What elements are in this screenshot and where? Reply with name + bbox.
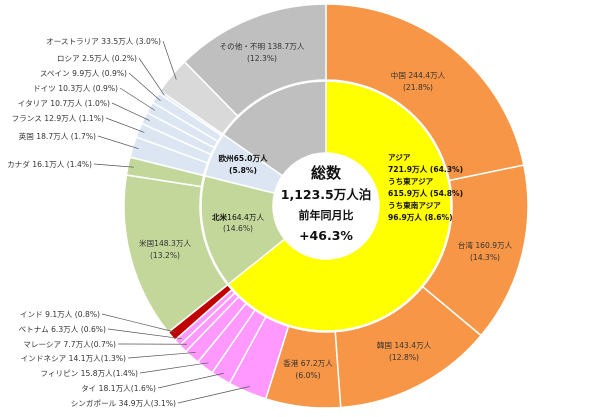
southeast-asia-value: 96.9万人 (8.6%) — [388, 212, 453, 222]
leader-line-9 — [107, 328, 182, 340]
label-china: 中国 244.4万人 — [391, 70, 446, 80]
label-canada: カナダ 16.1万人 (1.4%) — [7, 159, 92, 169]
label-malaysia: マレーシア 7.7万人(0.7%) — [23, 340, 116, 349]
center-total-label: 総数 — [311, 164, 342, 182]
asia-value: 721.9万人 (64.3%) — [388, 164, 463, 174]
leader-line-19 — [162, 40, 177, 80]
label-china-pct: (21.8%) — [403, 83, 433, 92]
label-korea-pct: (12.8%) — [389, 353, 419, 362]
leader-line-5 — [157, 372, 224, 389]
inner-label-north-america: 北米164.4万人 (14.6%) — [212, 212, 265, 233]
outer-slice-0 — [325, 3, 525, 182]
leader-line-7 — [127, 352, 196, 359]
east-asia-label: うち東アジア — [388, 176, 434, 186]
eu-name: 欧州 — [218, 153, 233, 163]
na-pct: (14.6%) — [223, 224, 253, 233]
label-spain: スペイン 9.9万人 (0.9%) — [40, 69, 127, 78]
east-asia-value: 615.9万人 (54.8%) — [388, 188, 463, 198]
leader-line-10 — [101, 313, 177, 333]
label-korea: 韓国 143.4万人 — [377, 340, 432, 350]
label-usa-pct: (13.2%) — [150, 251, 180, 260]
na-name: 北米 — [212, 212, 228, 222]
label-indonesia: インドネシア 14.1万人(1.3%) — [21, 354, 126, 363]
label-australia: オーストラリア 33.5万人 (3.0%) — [46, 37, 161, 46]
leader-lines — [93, 40, 250, 404]
label-other: その他・不明 138.7万人 — [220, 41, 305, 51]
label-vietnam: ベトナム 6.3万人 (0.6%) — [19, 325, 106, 334]
label-philippines: フィリピン 15.8万人(1.4%) — [40, 369, 138, 378]
label-italy: イタリア 10.7万人 (1.0%) — [18, 99, 110, 108]
leader-line-17 — [128, 72, 161, 102]
label-france: フランス 12.9万人 (1.1%) — [12, 114, 104, 123]
label-hongkong-pct: (6.0%) — [295, 371, 320, 380]
leader-line-18 — [138, 57, 165, 96]
label-usa: 米国148.3万人 — [139, 238, 192, 248]
label-hongkong: 香港 67.2万人 — [283, 358, 333, 368]
leader-line-16 — [119, 87, 156, 111]
label-singapore: シンガポール 34.9万人(3.1%) — [71, 398, 176, 408]
center-yoy-label: 前年同月比 — [299, 208, 354, 222]
leader-line-13 — [97, 135, 139, 150]
label-russia: ロシア 2.5万人 (0.2%) — [57, 54, 137, 63]
eu-pct: (5.8%) — [229, 166, 257, 175]
inner-label-asia: アジア 721.9万人 (64.3%) うち東アジア 615.9万人 (54.8… — [388, 153, 463, 222]
svg-text:欧州65.0万人: 欧州65.0万人 — [218, 153, 268, 163]
outer-slice-20 — [183, 3, 327, 118]
label-india: インド 9.1万人 (0.8%) — [20, 310, 100, 319]
center-total-value: 1,123.5万人泊 — [281, 187, 372, 202]
outer-ring — [123, 3, 529, 409]
label-taiwan-pct: (14.3%) — [470, 253, 500, 262]
label-thailand: タイ 18.1万人(1.6%) — [81, 384, 156, 393]
na-value: 164.4万人 — [227, 213, 264, 222]
center-yoy-value: +46.3% — [299, 228, 353, 243]
center-hole — [273, 153, 379, 259]
leader-line-15 — [111, 102, 150, 121]
eu-value: 65.0万人 — [234, 153, 268, 163]
label-taiwan: 台湾 160.9万人 — [458, 240, 513, 250]
inner-ring — [200, 80, 452, 332]
svg-text:北米164.4万人: 北米164.4万人 — [212, 212, 265, 222]
label-other-pct: (12.3%) — [247, 54, 277, 63]
southeast-asia-label: うち東南アジア — [388, 200, 441, 210]
leader-line-6 — [139, 362, 209, 374]
label-uk: 英国 18.7万人 (1.7%) — [19, 131, 96, 141]
leader-line-14 — [105, 117, 145, 133]
leader-line-4 — [177, 386, 250, 404]
label-germany: ドイツ 10.3万人 (0.9%) — [33, 84, 118, 93]
leader-line-12 — [93, 163, 134, 168]
asia-label: アジア — [388, 153, 411, 162]
inner-label-europe: 欧州65.0万人 (5.8%) — [218, 153, 268, 175]
